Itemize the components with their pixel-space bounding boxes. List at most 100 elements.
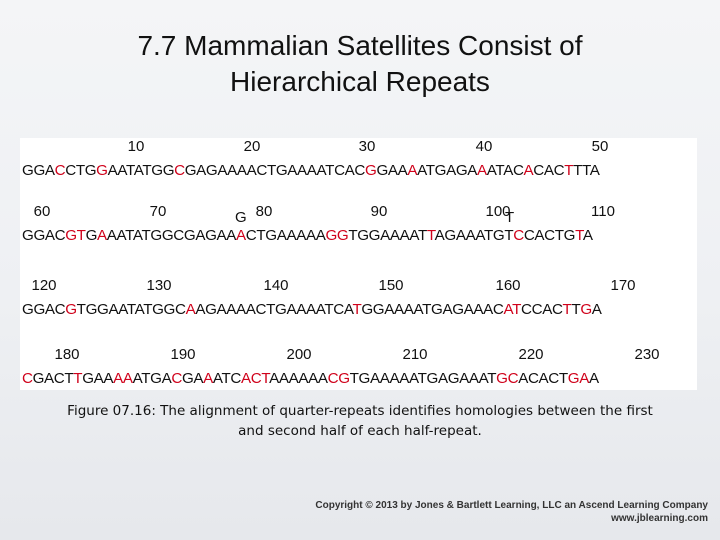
nucleotide: T (76, 301, 86, 318)
dna-sequence-row: GGACCTGGAATATGGCGAGAAAACTGAAAATCACGGAAAA… (22, 162, 697, 179)
nucleotide: A (463, 301, 474, 318)
nucleotide: A (117, 162, 126, 179)
nucleotide: T (125, 227, 133, 244)
nucleotide: A (591, 301, 602, 318)
nucleotide: A (93, 370, 104, 387)
nucleotide: T (426, 227, 435, 244)
nucleotide: G (152, 301, 164, 318)
nucleotide: G (455, 162, 468, 179)
nucleotide: C (548, 370, 559, 387)
nucleotide: G (361, 301, 373, 318)
nucleotide: G (365, 162, 377, 179)
position-number: 10 (127, 138, 145, 155)
nucleotide: T (564, 162, 574, 179)
nucleotide: A (276, 227, 287, 244)
nucleotide: G (567, 370, 580, 387)
nucleotide: G (431, 301, 443, 318)
nucleotide: T (76, 227, 86, 244)
nucleotide: C (531, 301, 543, 318)
nucleotide: T (75, 162, 85, 179)
nucleotide: G (372, 301, 385, 318)
nucleotide: G (368, 227, 381, 244)
position-number: 20 (243, 138, 261, 155)
nucleotide: C (245, 227, 257, 244)
nucleotide: T (422, 301, 432, 318)
slide-title-line-1: 7.7 Mammalian Satellites Consist of (137, 30, 583, 61)
nucleotide: T (425, 162, 435, 179)
nucleotide: G (150, 370, 162, 387)
nucleotide: T (221, 370, 231, 387)
nucleotide: A (437, 370, 448, 387)
nucleotide: G (85, 301, 98, 318)
nucleotide: G (82, 370, 94, 387)
nucleotide: T (575, 227, 583, 244)
nucleotide: C (512, 162, 524, 179)
nucleotide: A (407, 162, 418, 179)
nucleotide: C (507, 370, 519, 387)
position-number: 180 (54, 346, 80, 363)
nucleotide: C (256, 162, 267, 179)
nucleotide: A (483, 301, 493, 318)
nucleotide: A (408, 370, 418, 387)
nucleotide: T (266, 301, 276, 318)
nucleotide: A (523, 162, 534, 179)
nucleotide: A (195, 227, 206, 244)
nucleotide: A (473, 301, 484, 318)
nucleotide: A (226, 301, 237, 318)
position-number: 190 (170, 346, 196, 363)
nucleotide: C (230, 370, 241, 387)
nucleotide: G (338, 370, 350, 387)
nucleotide: G (183, 227, 196, 244)
position-number: 200 (286, 346, 312, 363)
nucleotide: C (492, 301, 504, 318)
position-number: 80 (255, 203, 273, 220)
nucleotide: A (97, 227, 107, 244)
nucleotide: A (543, 162, 554, 179)
nucleotide: A (409, 227, 418, 244)
nucleotide: T (256, 227, 266, 244)
nucleotide: C (533, 162, 544, 179)
nucleotide: G (205, 301, 217, 318)
nucleotide: T (324, 301, 334, 318)
position-number: 170 (610, 277, 636, 294)
nucleotide: A (589, 162, 600, 179)
nucleotide: C (54, 227, 66, 244)
nucleotide: A (315, 301, 325, 318)
nucleotide: A (44, 162, 55, 179)
nucleotide: T (483, 227, 493, 244)
nucleotide: A (477, 162, 487, 179)
nucleotide: A (579, 370, 589, 387)
nucleotide: G (84, 162, 97, 179)
slide-title: 7.7 Mammalian Satellites Consist of Hier… (0, 28, 720, 100)
nucleotide: A (236, 301, 246, 318)
position-numbers-3: 120 130 140 150 160 170 (20, 277, 697, 297)
nucleotide: G (275, 301, 287, 318)
nucleotide: A (486, 162, 496, 179)
nucleotide: C (544, 227, 555, 244)
dna-sequence-row: CGACTTGAAAAATGACGAAATCACTAAAAAACGTGAAAAA… (22, 370, 697, 387)
nucleotide: A (108, 301, 119, 318)
nucleotide: C (521, 301, 532, 318)
position-number: 220 (518, 346, 544, 363)
nucleotide: A (296, 301, 306, 318)
position-number: 60 (33, 203, 51, 220)
nucleotide: G (163, 301, 176, 318)
nucleotide: A (133, 162, 143, 179)
nucleotide: G (492, 227, 505, 244)
nucleotide: A (459, 370, 469, 387)
nucleotide: G (33, 301, 45, 318)
alignment-block-4: 180 190 200 210 220 230 CGACTTGAAAAATGAC… (20, 346, 697, 396)
nucleotide: G (580, 301, 592, 318)
nucleotide: C (53, 370, 65, 387)
nucleotide: G (162, 162, 175, 179)
nucleotide: A (518, 370, 528, 387)
nucleotide: G (205, 227, 217, 244)
nucleotide: A (107, 162, 118, 179)
nucleotide: A (403, 301, 414, 318)
nucleotide: T (554, 227, 564, 244)
nucleotide: A (134, 301, 144, 318)
nucleotide: G (97, 301, 109, 318)
nucleotide: A (298, 370, 309, 387)
nucleotide: A (306, 162, 317, 179)
nucleotide: C (22, 370, 33, 387)
